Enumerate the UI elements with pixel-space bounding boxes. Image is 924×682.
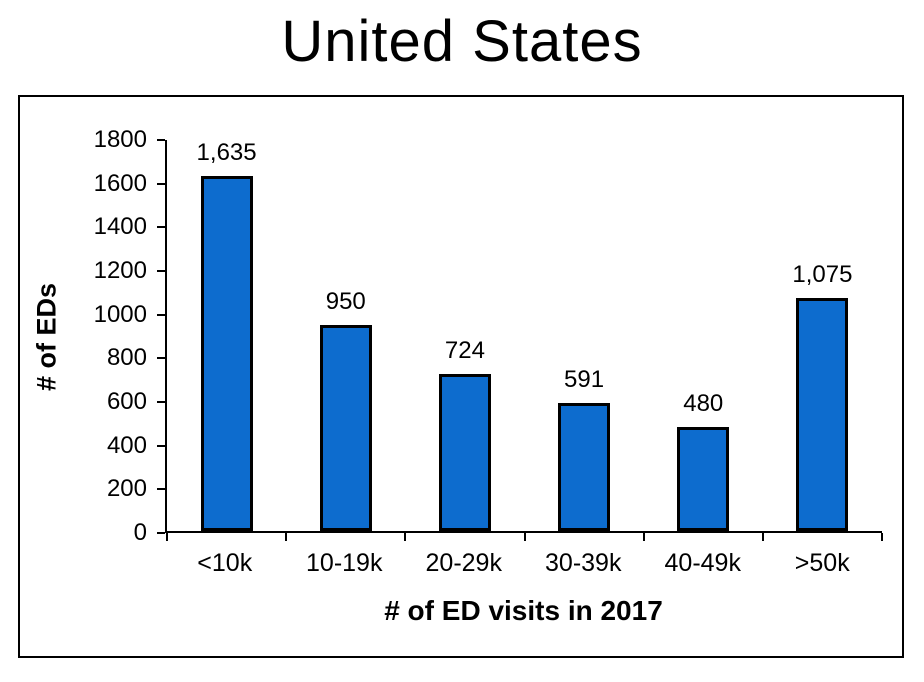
x-tick-label: 30-39k [545,549,622,577]
chart-title: United States [281,9,643,74]
bar-value-label: 724 [444,336,485,364]
y-axis-ticks: 0 200 400 600 800 1000 1200 1400 1600 1800 [20,126,165,546]
y-tick-label: 1000 [93,300,147,328]
x-tick-mark [642,533,645,541]
y-tick-mark [157,401,165,404]
chart-box: # of EDs 0 200 400 600 800 1000 1200 1400 1600 18… [18,95,904,658]
y-tick-label: 800 [106,344,147,372]
y-tick-mark [157,313,165,316]
bar-value-label: 1,075 [792,260,853,288]
bar [200,175,253,531]
x-tick-mark [285,533,288,541]
y-tick-mark [157,270,165,273]
bar-value-label: 950 [325,287,366,315]
x-tick-label: >50k [794,549,850,577]
x-axis-title: # of ED visits in 2017 [384,595,663,626]
bar [558,402,611,531]
bar [796,297,849,531]
bar [319,324,372,531]
y-tick-mark [157,488,165,491]
x-tick-mark [761,533,764,541]
y-tick-label: 200 [106,475,147,503]
x-tick-label: 10-19k [306,549,383,577]
y-tick-label: 1800 [93,126,147,153]
plot-area: 1,635 950 724 591 480 1,075 [165,138,883,541]
y-tick-mark [157,532,165,534]
x-tick-mark [523,533,526,541]
bar-value-label: 591 [564,365,605,393]
x-tick-label: <10k [197,549,253,577]
bar [677,426,730,531]
y-tick-mark [157,182,165,185]
y-tick-mark [157,444,165,447]
y-tick-mark [157,357,165,360]
y-tick-mark [157,226,165,229]
bar-value-label: 480 [683,389,724,417]
bar-value-label: 1,635 [196,138,257,166]
x-tick-mark [166,533,168,541]
x-tick-mark [404,533,407,541]
y-tick-label: 600 [106,388,147,416]
y-tick-label: 1200 [93,257,147,285]
y-tick-mark [157,139,165,141]
x-tick-label: 40-49k [664,549,741,577]
y-tick-label: 1600 [93,169,147,197]
y-tick-label: 0 [133,519,147,546]
bar [438,373,491,531]
y-tick-label: 400 [106,431,147,459]
x-axis-labels: <10k 10-19k 20-29k 30-39k 40-49k >50k [165,549,882,581]
x-tick-label: 20-29k [425,549,502,577]
y-tick-label: 1400 [93,213,147,241]
x-tick-mark [881,533,883,541]
